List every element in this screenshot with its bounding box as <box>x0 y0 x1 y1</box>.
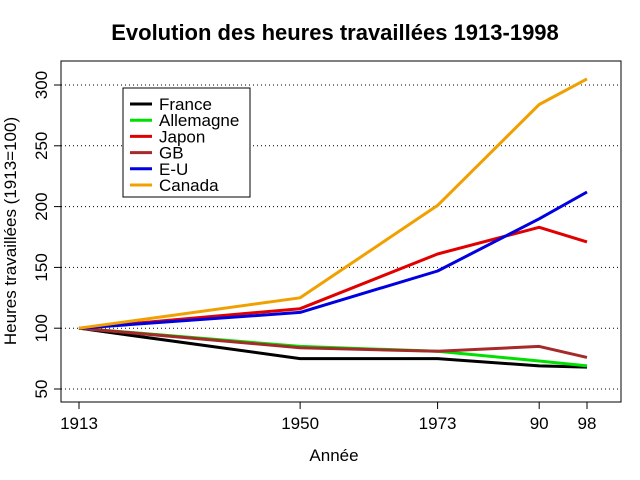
y-tick-label: 100 <box>32 314 51 342</box>
x-axis: 1913 1950 1973 90 98 <box>60 402 596 433</box>
y-tick-label: 150 <box>32 253 51 281</box>
legend-label: Canada <box>159 176 219 195</box>
plot-frame <box>60 60 622 403</box>
y-tick-label: 50 <box>32 380 51 399</box>
x-tick-label: 98 <box>578 414 597 433</box>
x-tick-label: 1913 <box>60 414 98 433</box>
series-line-canada <box>78 77 588 330</box>
legend-label: France <box>159 95 212 114</box>
x-tick-label: 90 <box>530 414 549 433</box>
series-lines <box>78 77 588 369</box>
y-axis: 50 100 150 200 250 300 <box>32 71 61 399</box>
series-line-e-u <box>78 190 588 330</box>
legend-label: Japon <box>159 127 205 146</box>
series-line-france <box>78 326 588 369</box>
y-tick-label: 250 <box>32 132 51 160</box>
x-tick-label: 1950 <box>281 414 319 433</box>
x-tick-label: 1973 <box>419 414 457 433</box>
legend-label: Allemagne <box>159 111 239 130</box>
chart-title: Evolution des heures travaillées 1913-19… <box>111 20 559 45</box>
y-axis-title: Heures travaillées (1913=100) <box>1 117 20 345</box>
legend-label: GB <box>159 144 184 163</box>
legend-box <box>122 87 251 198</box>
legend-label: E-U <box>159 160 188 179</box>
y-tick-label: 200 <box>32 192 51 220</box>
y-tick-label: 300 <box>32 71 51 99</box>
x-axis-title: Année <box>309 446 358 465</box>
grid-lines <box>61 84 621 390</box>
series-line-gb <box>78 326 588 359</box>
series-line-japon <box>78 225 588 330</box>
